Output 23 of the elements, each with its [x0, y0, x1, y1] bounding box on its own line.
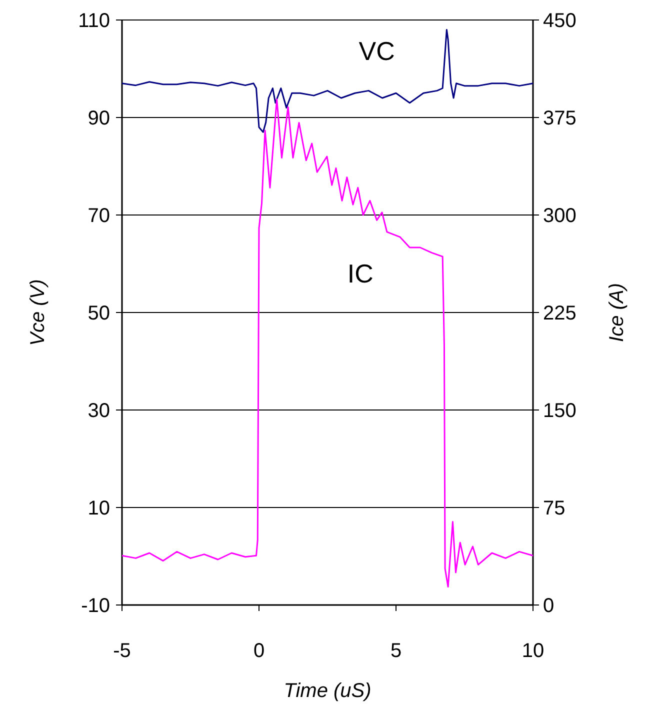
y2-tick-label: 150 — [543, 400, 576, 422]
y2-tick-label: 225 — [543, 302, 576, 324]
y2-tick-label: 75 — [543, 498, 566, 520]
y-tick-label: 10 — [88, 498, 110, 520]
y-tick-label: -10 — [81, 595, 110, 617]
y-tick-label: 70 — [88, 205, 110, 227]
y-axis-title: Vce (V) — [27, 279, 49, 346]
y2-tick-label: 450 — [543, 10, 576, 32]
x-tick-label: 0 — [253, 640, 265, 662]
y-tick-label: 110 — [78, 10, 110, 32]
y-tick-label: 90 — [88, 108, 110, 130]
x-tick-label: 5 — [390, 640, 402, 662]
y-tick-label: 30 — [88, 400, 110, 422]
series-label: IC — [347, 258, 374, 289]
x-tick-label: 10 — [522, 640, 544, 662]
y2-axis-title: Ice (A) — [606, 283, 628, 342]
y-tick-label: 50 — [88, 302, 110, 324]
x-tick-label: -5 — [113, 640, 131, 662]
series-label: VC — [358, 36, 395, 66]
y2-tick-label: 375 — [543, 108, 576, 130]
x-axis-title: Time (uS) — [284, 680, 372, 702]
y2-tick-label: 300 — [543, 205, 576, 227]
y2-tick-label: 0 — [543, 595, 554, 617]
